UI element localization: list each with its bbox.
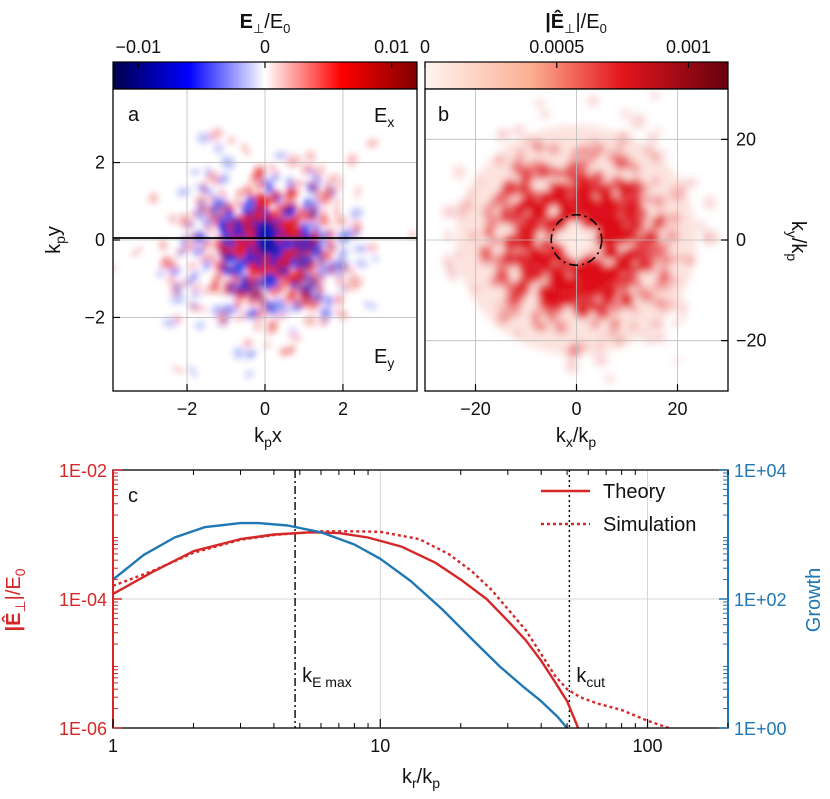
legend-label: Simulation: [603, 514, 696, 536]
tick-label-a-y: 0: [95, 230, 105, 250]
tick-label-c-yl: 1E-06: [59, 719, 107, 739]
panel-c-vlines: kE max kcut: [294, 470, 605, 728]
ey-main: E: [374, 346, 387, 368]
panel-a-ticks: −2 0 2 −2 0 2: [84, 153, 347, 419]
tick-label-c-x: 10: [370, 736, 390, 756]
panel-a-grid: [113, 89, 417, 391]
panel-a-xlabel: kpx: [254, 425, 282, 450]
cb-a-title-rest: /E: [264, 11, 283, 33]
panel-b-grid: [425, 89, 728, 391]
vline-label: kE max: [302, 665, 352, 690]
cb-a-tick-label: 0.01: [374, 37, 409, 57]
cb-a-title-rest-sub: 0: [283, 21, 290, 36]
tick-label-c-yl: 1E-02: [59, 461, 107, 481]
cb-b-tick-label: 0: [420, 37, 430, 57]
series-theory: [113, 531, 580, 728]
panel-c-grid: [112, 470, 728, 728]
cb-b-title-sub: ⊥: [564, 21, 575, 36]
cb-b-title-rest-sub: 0: [600, 21, 607, 36]
panel-a: a Ex Ey −2 0 2 −2 0 2 kpx kpy: [43, 88, 418, 450]
cb-b-tick-label: 0.001: [666, 37, 711, 57]
panel-b-field-pattern: [441, 91, 720, 384]
series-simulation: [113, 530, 670, 728]
cb-a-tick-label: 0: [260, 37, 270, 57]
panel-c-ylabel-right: Growth: [803, 568, 825, 632]
tick-label-a-y: 2: [95, 153, 105, 173]
panel-a-label-ey: Ey: [374, 346, 394, 371]
panel-b-xlabel: kx/kp: [556, 425, 597, 450]
series-growth: [113, 521, 569, 728]
colorbar-b-title: |Ê⊥|/E0: [545, 9, 607, 36]
panel-b-ticks: −20 0 20 −20 0 20: [460, 129, 766, 419]
tick-label-c-yr: 1E+00: [734, 719, 787, 739]
ex-main: E: [374, 105, 387, 127]
tick-label-a-y: −2: [84, 307, 105, 327]
panel-b-ylabel: ky/kp: [784, 221, 809, 262]
panel-a-letter: a: [128, 104, 140, 126]
panel-c-series: [113, 521, 670, 728]
tick-label-b-y: −20: [736, 331, 767, 351]
colorbar-b: 0 0.0005 0.001: [420, 37, 729, 90]
colorbar-b-gradient: [424, 61, 729, 90]
cb-b-tick-label: 0.0005: [529, 37, 584, 57]
tick-label-c-yr: 1E+04: [734, 461, 787, 481]
tick-label-b-y: 0: [736, 230, 746, 250]
cb-a-tick-label: −0.01: [116, 37, 162, 57]
colorbar-a-title: E⊥/E0: [240, 11, 291, 36]
cb-a-title-sub: ⊥: [253, 21, 264, 36]
vline-label: kcut: [576, 665, 605, 690]
panel-a-label-ex: Ex: [374, 105, 394, 130]
cb-b-title-rest: |/E: [575, 11, 599, 33]
legend-label: Theory: [603, 481, 665, 503]
tick-label-b-x: 0: [571, 399, 581, 419]
cb-b-title-main: |Ê: [545, 9, 564, 33]
tick-label-c-x: 100: [633, 736, 663, 756]
panel-a-ylabel: kpy: [43, 226, 68, 254]
colorbar-a: −0.01 0 0.01: [112, 37, 418, 90]
tick-label-a-x: 0: [260, 399, 270, 419]
panel-c-letter: c: [128, 485, 138, 507]
panel-b: b −20 0 20 −20 0 20 kx/kp ky/kp: [424, 88, 809, 450]
tick-label-c-yl: 1E-04: [59, 590, 107, 610]
tick-label-a-x: 2: [338, 399, 348, 419]
panel-c: kE max kcut c 1 10 1001E-021E-041E-061E+041…: [1, 461, 825, 791]
ex-sub: x: [387, 114, 394, 130]
panel-c-ylabel-left: |Ê⊥|/E0: [1, 568, 28, 631]
ey-sub: y: [387, 355, 394, 371]
panel-c-xlabel: kr/kp: [402, 766, 440, 791]
tick-label-c-yr: 1E+02: [734, 590, 787, 610]
tick-label-b-y: 20: [736, 129, 756, 149]
tick-label-c-x: 1: [108, 736, 118, 756]
tick-label-b-x: 20: [667, 399, 687, 419]
panel-b-kmax-circle: [550, 213, 603, 267]
cb-a-title-main: E: [240, 11, 253, 33]
panel-c-ticks: 1 10 100 1E-02 1E-04 1E-06 1E+04 1E+02 1E+00: [59, 461, 787, 756]
panel-c-legend: Theory Simulation: [541, 481, 696, 536]
tick-label-a-x: −2: [177, 399, 198, 419]
tick-label-b-x: −20: [460, 399, 491, 419]
panel-b-letter: b: [438, 104, 449, 126]
